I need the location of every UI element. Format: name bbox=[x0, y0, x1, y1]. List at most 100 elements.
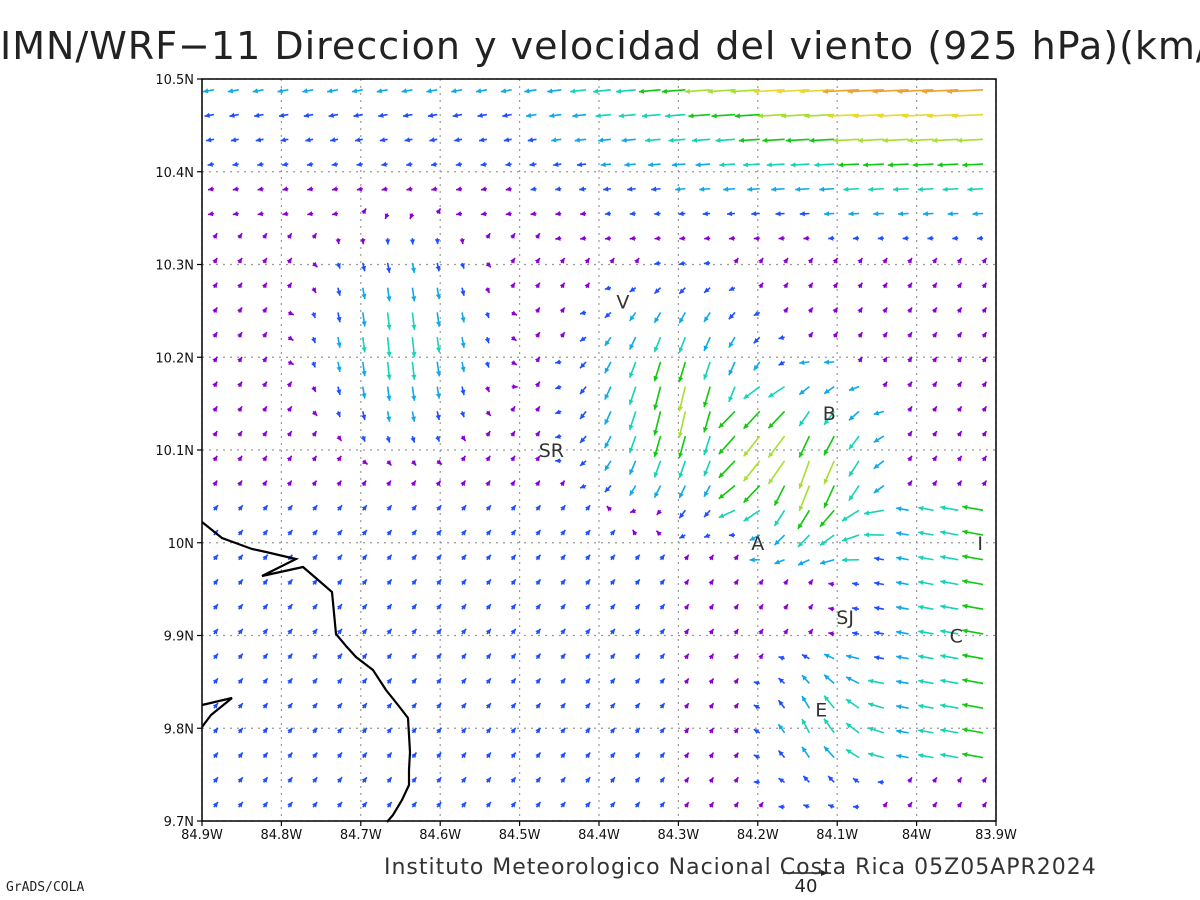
wind-arrow bbox=[654, 235, 661, 241]
wind-arrow bbox=[668, 137, 686, 143]
wind-arrow bbox=[867, 752, 885, 759]
wind-arrow bbox=[524, 88, 537, 94]
wind-arrow bbox=[505, 186, 512, 192]
wind-arrow bbox=[484, 312, 490, 319]
wind-arrow bbox=[872, 88, 909, 95]
wind-arrow bbox=[977, 235, 984, 241]
wind-arrow bbox=[967, 186, 984, 192]
wind-arrow bbox=[579, 361, 587, 369]
wind-arrow bbox=[436, 578, 442, 585]
wind-arrow bbox=[204, 112, 215, 118]
wind-arrow bbox=[288, 310, 295, 316]
wind-arrow bbox=[790, 162, 810, 168]
wind-arrow bbox=[753, 704, 761, 710]
x-axis-ticks: 84.9W 84.8W 84.7W 84.6W 84.5W 84.4W 84.3W 84.2W… bbox=[181, 821, 1017, 843]
wind-arrow bbox=[898, 211, 909, 217]
wind-arrow bbox=[757, 113, 785, 119]
wind-arrow bbox=[628, 336, 637, 350]
wind-arrow bbox=[952, 235, 959, 241]
wind-arrow bbox=[845, 654, 860, 660]
wind-arrow bbox=[609, 653, 616, 660]
wind-arrow bbox=[907, 306, 913, 314]
wind-arrow bbox=[882, 801, 888, 808]
wind-arrow bbox=[287, 653, 294, 660]
wind-arrow bbox=[311, 410, 318, 417]
wind-arrow bbox=[237, 776, 244, 783]
wind-arrow bbox=[874, 630, 884, 636]
wind-arrow bbox=[907, 137, 934, 143]
wind-arrow bbox=[708, 776, 715, 783]
wind-arrow bbox=[841, 534, 860, 542]
wind-arrow bbox=[261, 430, 268, 437]
wind-arrow bbox=[797, 559, 810, 566]
wind-arrow bbox=[580, 235, 587, 241]
wind-arrow bbox=[892, 186, 909, 192]
place-label: I bbox=[977, 533, 983, 555]
wind-arrow bbox=[857, 356, 864, 363]
wind-arrow bbox=[683, 603, 690, 610]
wind-arrow bbox=[823, 385, 835, 395]
wind-arrow bbox=[336, 702, 343, 709]
wind-arrow bbox=[653, 460, 662, 478]
wind-arrow bbox=[335, 238, 341, 245]
wind-arrow bbox=[677, 411, 687, 438]
place-label: A bbox=[751, 533, 764, 555]
wind-arrow bbox=[255, 137, 264, 143]
wind-arrow bbox=[510, 603, 517, 610]
wind-arrow bbox=[703, 386, 711, 408]
x-tick-label: 84.8W bbox=[260, 828, 302, 843]
wind-arrow bbox=[634, 677, 641, 684]
wind-arrow bbox=[782, 306, 789, 314]
wind-arrow bbox=[584, 257, 591, 264]
wind-arrow bbox=[659, 801, 666, 808]
wind-arrow bbox=[336, 776, 343, 783]
wind-arrow bbox=[361, 312, 367, 327]
wind-arrow bbox=[981, 331, 988, 338]
wind-arrow bbox=[205, 137, 215, 143]
wind-arrow bbox=[918, 505, 934, 512]
wind-arrow bbox=[728, 286, 736, 292]
wind-arrow bbox=[386, 603, 393, 610]
wind-arrow bbox=[678, 287, 686, 295]
wind-arrow bbox=[411, 776, 418, 783]
wind-arrow bbox=[733, 579, 739, 586]
wind-arrow bbox=[435, 312, 442, 327]
wind-arrow bbox=[361, 504, 368, 511]
wind-arrow bbox=[678, 312, 687, 324]
wind-arrow bbox=[931, 381, 938, 388]
wind-arrow bbox=[962, 603, 984, 611]
wind-arrow bbox=[940, 554, 959, 561]
wind-arrow bbox=[728, 361, 736, 376]
wind-arrow bbox=[609, 578, 616, 585]
wind-arrow bbox=[287, 335, 294, 342]
wind-arrow bbox=[931, 776, 938, 783]
wind-arrow bbox=[485, 801, 492, 808]
wind-arrow bbox=[942, 186, 959, 192]
wind-arrow bbox=[799, 211, 810, 217]
wind-arrow bbox=[411, 653, 418, 660]
wind-arrow bbox=[819, 534, 835, 546]
wind-arrow bbox=[799, 88, 835, 95]
wind-arrow bbox=[411, 727, 418, 734]
wind-arrow bbox=[361, 653, 368, 660]
wind-arrow bbox=[510, 257, 516, 264]
wind-arrow bbox=[708, 677, 715, 685]
wind-arrow bbox=[553, 161, 562, 168]
wind-arrow bbox=[828, 606, 835, 612]
wind-arrow bbox=[311, 232, 318, 239]
wind-arrow bbox=[853, 235, 860, 241]
wind-arrow bbox=[280, 137, 289, 143]
wind-arrow bbox=[386, 361, 392, 380]
wind-arrow bbox=[758, 257, 764, 264]
wind-arrow bbox=[807, 603, 814, 610]
wind-arrow bbox=[715, 137, 736, 143]
wind-arrow bbox=[386, 727, 393, 734]
wind-arrow bbox=[604, 336, 612, 347]
wind-arrow bbox=[798, 410, 811, 427]
wind-arrow bbox=[922, 88, 959, 95]
wind-arrow bbox=[823, 718, 835, 734]
wind-arrow bbox=[753, 310, 761, 317]
wind-arrow bbox=[287, 677, 294, 684]
wind-arrow bbox=[560, 653, 566, 660]
wind-arrow bbox=[738, 137, 760, 143]
